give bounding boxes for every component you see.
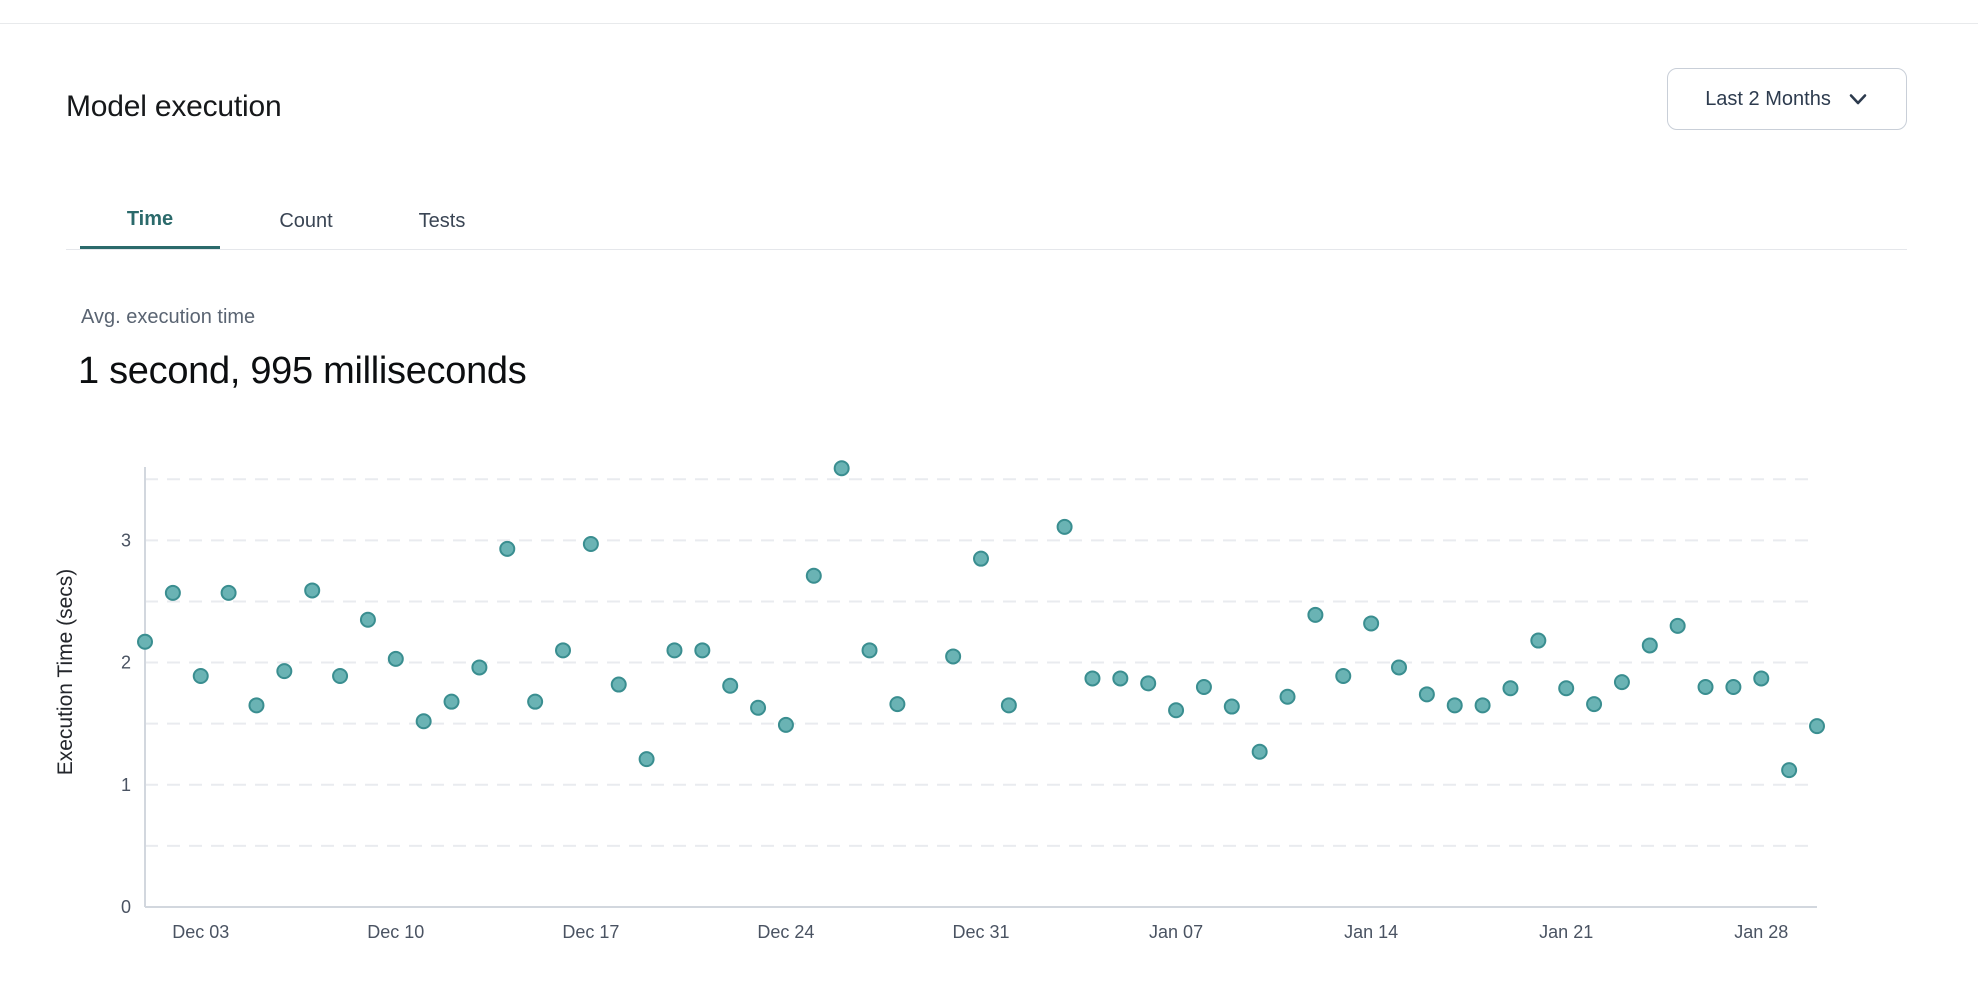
data-point[interactable] <box>973 550 989 567</box>
data-point[interactable] <box>1530 632 1547 649</box>
data-point[interactable] <box>805 567 822 584</box>
data-point[interactable] <box>1558 680 1575 697</box>
data-point[interactable] <box>1446 697 1463 714</box>
data-point[interactable] <box>1195 679 1212 695</box>
data-point[interactable] <box>1586 696 1603 713</box>
data-point[interactable] <box>1307 606 1324 623</box>
data-point[interactable] <box>415 713 432 730</box>
data-point[interactable] <box>471 659 488 676</box>
x-tick-label: Dec 03 <box>172 922 229 942</box>
data-point[interactable] <box>192 668 209 684</box>
x-tick-label: Jan 14 <box>1344 922 1398 942</box>
data-point[interactable] <box>1391 659 1407 676</box>
data-point[interactable] <box>1697 679 1714 695</box>
page-title: Model execution <box>66 90 282 124</box>
data-point[interactable] <box>777 716 794 733</box>
data-point[interactable] <box>666 642 683 659</box>
data-point[interactable] <box>1335 668 1352 684</box>
data-point[interactable] <box>1641 637 1658 654</box>
data-point[interactable] <box>1753 670 1770 687</box>
data-point[interactable] <box>248 697 265 714</box>
data-point[interactable] <box>1251 743 1268 760</box>
data-point[interactable] <box>722 677 739 694</box>
x-tick-label: Dec 24 <box>757 922 814 942</box>
y-tick-label: 0 <box>121 897 131 917</box>
data-point[interactable] <box>889 696 906 713</box>
y-tick-label: 3 <box>121 530 131 550</box>
data-point[interactable] <box>694 642 711 659</box>
tab-time[interactable]: Time <box>80 192 220 250</box>
execution-time-scatter-chart: 0 1 2 3 Dec 03 Dec 10 Dec 17 Dec 24 Dec 31 Jan 07… <box>54 460 1825 942</box>
data-point[interactable] <box>332 668 349 684</box>
data-point[interactable] <box>610 676 627 693</box>
date-range-dropdown[interactable]: Last 2 Months <box>1667 68 1907 130</box>
data-point[interactable] <box>833 460 850 477</box>
data-point[interactable] <box>1000 697 1017 714</box>
data-point[interactable] <box>1725 679 1742 695</box>
y-axis-title: Execution Time (secs) <box>54 569 77 776</box>
data-point[interactable] <box>1084 670 1101 687</box>
data-point[interactable] <box>1112 670 1129 687</box>
data-point[interactable] <box>304 582 321 599</box>
page-top-border <box>0 23 1978 24</box>
metric-label: Avg. execution time <box>81 306 256 328</box>
data-point[interactable] <box>1474 697 1491 714</box>
data-point[interactable] <box>1140 675 1157 692</box>
data-point[interactable] <box>861 642 878 659</box>
data-point[interactable] <box>1781 762 1798 779</box>
data-point[interactable] <box>164 584 181 601</box>
data-point[interactable] <box>137 633 153 650</box>
x-tick-label: Dec 31 <box>952 922 1009 942</box>
data-point[interactable] <box>1613 674 1630 691</box>
data-point[interactable] <box>638 751 655 768</box>
data-point[interactable] <box>1223 698 1240 715</box>
date-range-label: Last 2 Months <box>1705 87 1831 110</box>
tab-count[interactable]: Count <box>279 209 333 232</box>
data-point[interactable] <box>750 699 767 716</box>
data-point[interactable] <box>1669 617 1686 634</box>
data-point[interactable] <box>443 693 460 710</box>
data-point[interactable] <box>945 648 962 665</box>
data-point[interactable] <box>1502 680 1519 697</box>
data-point[interactable] <box>1279 688 1296 705</box>
x-tick-label: Jan 07 <box>1149 922 1203 942</box>
data-point[interactable] <box>1363 615 1380 632</box>
y-tick-label: 2 <box>121 653 131 673</box>
data-point[interactable] <box>527 693 544 710</box>
data-point[interactable] <box>220 584 237 601</box>
chevron-down-icon <box>1849 94 1867 105</box>
data-point[interactable] <box>499 540 516 557</box>
data-point[interactable] <box>1809 718 1825 735</box>
data-point[interactable] <box>1056 518 1073 535</box>
data-point[interactable] <box>582 536 599 552</box>
tabs: Time Count Tests <box>80 192 492 250</box>
data-point[interactable] <box>1168 702 1185 719</box>
tab-tests[interactable]: Tests <box>418 209 466 232</box>
data-point[interactable] <box>387 650 404 667</box>
data-point[interactable] <box>1418 686 1435 703</box>
metric-value: 1 second, 995 milliseconds <box>78 350 527 392</box>
x-tick-label: Jan 21 <box>1539 922 1593 942</box>
tabs-bottom-border <box>66 249 1907 250</box>
x-tick-label: Dec 10 <box>367 922 424 942</box>
data-point[interactable] <box>276 663 293 680</box>
x-tick-label: Dec 17 <box>562 922 619 942</box>
data-point[interactable] <box>359 611 376 628</box>
y-tick-label: 1 <box>121 775 131 795</box>
x-tick-label: Jan 28 <box>1734 922 1788 942</box>
data-point[interactable] <box>555 642 571 659</box>
